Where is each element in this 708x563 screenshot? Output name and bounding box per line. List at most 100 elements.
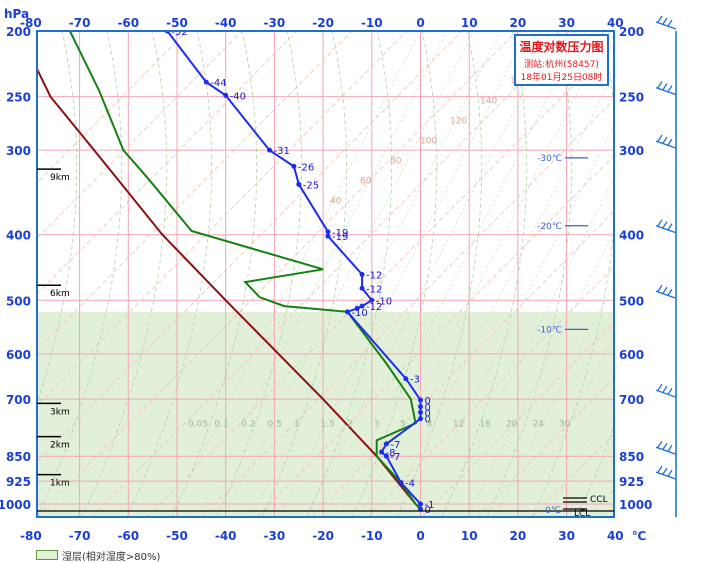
mixing-ratio-line [250, 31, 502, 517]
x-tick-label-bottom: -40 [215, 529, 237, 543]
temperature-point [296, 181, 302, 187]
mixing-ratio-line [358, 31, 610, 517]
y-tick-label-right: 500 [619, 294, 644, 308]
height-label: 6km [50, 289, 70, 299]
x-tick-label-top: -10 [361, 16, 383, 30]
mixing-ratio-label: 3 [374, 419, 380, 429]
y-tick-label-right: 300 [619, 144, 644, 158]
moist-adiabat [37, 31, 78, 405]
y-tick-label-left: 200 [6, 25, 31, 39]
moist-layer [37, 311, 614, 517]
mixing-ratio-label: 12 [453, 419, 464, 429]
temperature-point [383, 441, 389, 447]
adiabat-label: 120 [450, 117, 467, 127]
x-tick-label-top: -70 [69, 16, 91, 30]
temperature-label: -8 [386, 448, 396, 459]
dry-adiabat [642, 31, 708, 517]
temperature-point [383, 453, 389, 459]
lcl-temp-label: 0℃ [545, 506, 561, 516]
wind-barb-icon [655, 465, 677, 480]
mixing-ratio-label: 0.5 [268, 419, 282, 429]
observation-time: 18年01月25日08时 [520, 73, 603, 83]
temperature-point [223, 92, 229, 98]
y-tick-label-left: 600 [6, 348, 31, 362]
dry-adiabat [91, 31, 573, 517]
x-tick-label-top: -30 [264, 16, 286, 30]
temperature-point [379, 449, 385, 455]
mixing-ratio-label: 30 [559, 419, 571, 429]
mixing-ratio-line [493, 282, 614, 517]
x-tick-label-top: 40 [607, 16, 624, 30]
moist-adiabat [126, 31, 213, 517]
y-tick-label-right: 600 [619, 348, 644, 362]
dry-adiabat [531, 433, 614, 517]
mixing-ratio-label: 0.1 [215, 419, 229, 429]
height-label: 2km [50, 441, 70, 451]
dry-adiabat [37, 31, 243, 240]
temperature-label: -25 [303, 180, 319, 191]
mixing-ratio-line [196, 31, 448, 517]
temperature-point [359, 285, 365, 291]
mixing-ratio-label: 8 [427, 419, 433, 429]
dry-adiabat [311, 210, 614, 517]
temperature-label: -1 [425, 500, 435, 511]
ccl-label: CCL [590, 495, 608, 505]
mixing-ratio-line [304, 31, 556, 517]
mixing-ratio-label: 5 [400, 419, 406, 429]
dry-adiabat [37, 31, 353, 351]
x-tick-label-bottom: -60 [117, 529, 139, 543]
mixing-ratio-line [547, 387, 614, 517]
temperature-point [418, 404, 423, 410]
temperature-point [359, 303, 365, 309]
y-tick-label-left: 250 [6, 91, 31, 105]
x-tick-label-top: -40 [215, 16, 237, 30]
dry-adiabat [37, 31, 463, 462]
temperature-point [267, 147, 273, 153]
x-tick-label-bottom: 10 [461, 529, 478, 543]
plot-area: -52-44-40-31-26-25-19-19-12-12-10-12-10-… [37, 31, 708, 517]
wind-barb-icon [655, 383, 677, 398]
temperature-label: -26 [298, 162, 314, 173]
temperature-label: -10 [376, 296, 392, 307]
height-label: 3km [50, 407, 70, 417]
isotherm-label: -10℃ [537, 325, 562, 335]
temperature-label: -10 [351, 308, 367, 319]
mixing-ratio-line [520, 335, 614, 517]
temperature-point [325, 229, 331, 235]
moist-adiabat [216, 31, 303, 517]
temperature-label: -19 [332, 228, 348, 239]
temperature-point [291, 163, 297, 169]
wind-barb-icon [655, 81, 677, 96]
temperature-label: -12 [366, 284, 382, 295]
moist-adiabat [37, 31, 123, 517]
wind-barb-icon [655, 134, 677, 149]
temperature-label: 0 [425, 403, 431, 414]
mixing-ratio-label: 1 [294, 419, 300, 429]
wind-barb-icon [655, 15, 677, 30]
temperature-point [325, 233, 331, 239]
x-tick-label-top: -80 [20, 16, 42, 30]
y-tick-label-right: 925 [619, 475, 644, 489]
mixing-ratio-label: 0.05 [188, 419, 208, 429]
mixing-ratio-label: 16 [480, 419, 492, 429]
y-tick-label-left: 850 [6, 450, 31, 464]
temperature-label: 0 [425, 415, 431, 426]
y-tick-label-left: 700 [6, 393, 31, 407]
temperature-label: -31 [274, 146, 290, 157]
moist-adiabat [171, 31, 258, 517]
x-tick-label-bottom: -10 [361, 529, 383, 543]
temperature-label: -3 [410, 375, 420, 386]
temperature-label: -12 [366, 302, 382, 313]
mixing-ratio-line [223, 31, 475, 517]
mixing-ratio-label: 20 [506, 419, 518, 429]
height-label: 1km [50, 479, 70, 489]
x-tick-label-bottom: 40 [607, 529, 624, 543]
x-tick-label-bottom: -80 [20, 529, 42, 543]
x-axis-unit-label: ℃ [632, 529, 647, 543]
adiabat-label: 60 [360, 177, 372, 187]
x-tick-label-bottom: -20 [312, 529, 334, 543]
y-tick-label-left: 925 [6, 475, 31, 489]
mixing-ratio-line [385, 73, 614, 517]
temperature-point [203, 79, 209, 85]
